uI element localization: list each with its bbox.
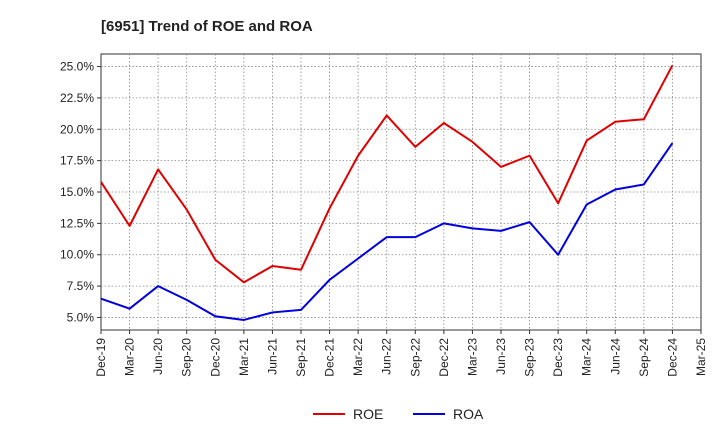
x-tick-label: Dec-20 [208,338,222,377]
x-tick-label: Dec-21 [323,338,337,377]
legend-label-roe: ROE [353,406,383,422]
plot-area [100,53,702,331]
y-axis-ticks: 5.0% 7.5% 10.0% 12.5% 15.0% 17.5% 20.0% 22.5% 25… [60,60,101,324]
y-tick-label: 10.0% [60,248,94,262]
y-tick-label: 15.0% [60,185,94,199]
x-tick-label: Dec-19 [94,338,108,377]
x-tick-label: Mar-22 [351,338,365,376]
y-tick-label: 17.5% [60,154,94,168]
x-tick-label: Sep-22 [408,338,422,377]
x-tick-label: Dec-24 [665,338,679,377]
chart-title: [6951] Trend of ROE and ROA [101,18,313,35]
y-tick-label: 20.0% [60,122,94,136]
x-tick-label: Jun-21 [265,338,279,375]
x-tick-label: Dec-22 [437,338,451,377]
x-tick-label: Mar-20 [123,338,137,376]
x-tick-label: Mar-21 [237,338,251,376]
x-tick-label: Sep-24 [637,338,651,377]
series-lines [100,64,674,321]
x-tick-label: Mar-24 [580,338,594,376]
x-tick-label: Dec-23 [551,338,565,377]
x-tick-label: Jun-20 [151,338,165,375]
y-tick-label: 7.5% [67,279,95,293]
legend-label-roa: ROA [453,406,484,422]
series-line-roa [100,142,674,321]
x-tick-label: Sep-21 [294,338,308,377]
x-tick-label: Jun-24 [608,338,622,375]
y-tick-label: 12.5% [60,216,94,230]
y-tick-label: 5.0% [67,310,95,324]
x-tick-label: Jun-22 [380,338,394,375]
y-tick-label: 22.5% [60,91,94,105]
x-tick-label: Jun-23 [494,338,508,375]
x-tick-label: Sep-23 [523,338,537,377]
x-tick-label: Mar-25 [694,338,708,376]
y-tick-label: 25.0% [60,60,94,74]
series-line-roe [100,64,674,284]
x-axis-ticks: Dec-19 Mar-20 Jun-20 Sep-20 Dec-20 Mar-21 Jun-… [94,330,708,377]
x-tick-label: Sep-20 [180,338,194,377]
grid-lines [101,54,701,330]
x-tick-label: Mar-23 [465,338,479,376]
legend: ROE ROA [313,406,484,422]
